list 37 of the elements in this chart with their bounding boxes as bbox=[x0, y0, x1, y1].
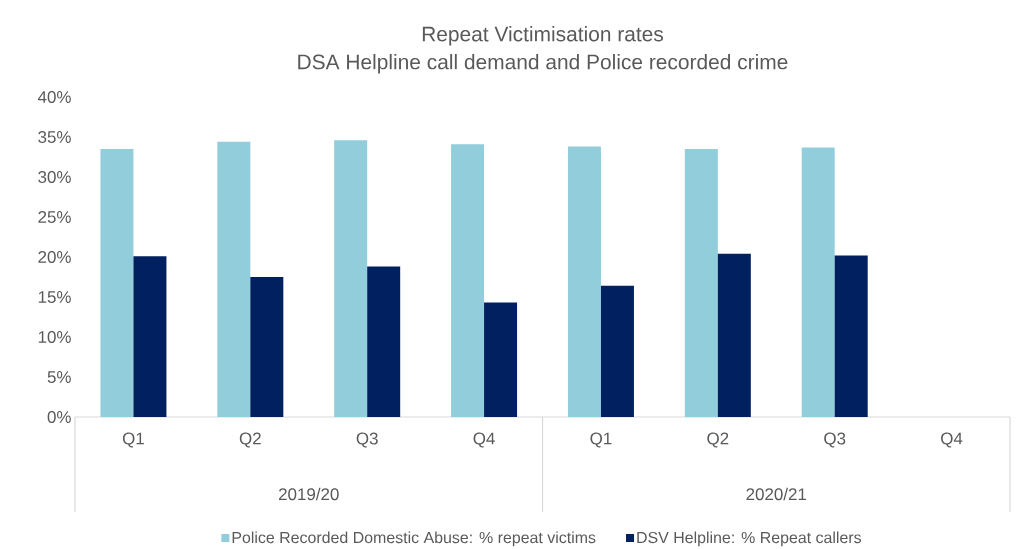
y-tick-label: 40% bbox=[37, 91, 71, 103]
bar bbox=[801, 147, 835, 417]
legend-label: Police Recorded Domestic Abuse: % repeat victims bbox=[232, 531, 596, 547]
chart-subtitle: DSA Helpline call demand and Police recorded crime bbox=[298, 54, 788, 74]
x-tick-label: Q1 bbox=[122, 432, 144, 448]
bar bbox=[334, 140, 368, 417]
bar bbox=[367, 266, 401, 417]
bar bbox=[834, 255, 868, 417]
y-tick-label: 30% bbox=[38, 171, 71, 183]
bar bbox=[567, 146, 601, 417]
y-tick-label: 5% bbox=[47, 371, 71, 383]
x-tick-label: Q1 bbox=[590, 432, 612, 448]
x-tick-label: Q3 bbox=[356, 432, 378, 448]
text: 2019/20 bbox=[279, 487, 339, 501]
y-tick-label: 0% bbox=[47, 411, 71, 423]
bar bbox=[451, 144, 485, 417]
bar bbox=[600, 285, 634, 417]
bar bbox=[684, 149, 718, 417]
y-tick-label: 35% bbox=[38, 131, 71, 143]
bar bbox=[484, 302, 518, 417]
y-tick-label: 10% bbox=[38, 331, 71, 343]
x-tick-label: Q2 bbox=[707, 432, 729, 448]
y-tick-label: 20% bbox=[38, 251, 71, 263]
bar bbox=[250, 277, 284, 417]
x-tick-label: Q3 bbox=[824, 432, 846, 448]
x-tick-label: Q2 bbox=[239, 432, 261, 448]
bar bbox=[217, 141, 251, 417]
bar bbox=[717, 253, 751, 417]
chart-title: Repeat Victimisation rates bbox=[422, 26, 664, 46]
bar bbox=[133, 256, 167, 417]
x-tick-label: Q4 bbox=[941, 432, 963, 448]
y-tick-label: 25% bbox=[38, 211, 71, 223]
bar bbox=[100, 149, 134, 417]
x-tick-label: Q4 bbox=[473, 432, 495, 448]
y-tick-label: 15% bbox=[38, 291, 71, 303]
legend-label: DSV Helpline: % Repeat callers bbox=[637, 531, 862, 547]
text: 2020/21 bbox=[746, 487, 807, 501]
